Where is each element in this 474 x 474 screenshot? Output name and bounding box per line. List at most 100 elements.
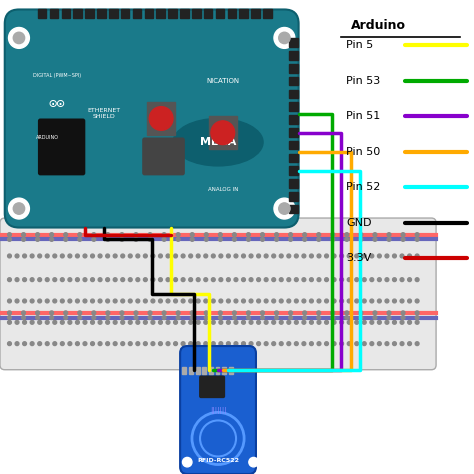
Circle shape	[264, 299, 268, 303]
Circle shape	[370, 342, 374, 346]
Circle shape	[377, 342, 381, 346]
Circle shape	[317, 311, 320, 315]
Circle shape	[22, 233, 26, 237]
Circle shape	[415, 342, 419, 346]
Circle shape	[249, 320, 253, 324]
Circle shape	[204, 316, 208, 319]
Circle shape	[151, 299, 155, 303]
Circle shape	[332, 299, 336, 303]
Circle shape	[30, 254, 34, 258]
Bar	[289, 115, 298, 124]
Circle shape	[64, 316, 68, 319]
Circle shape	[8, 278, 11, 282]
Circle shape	[196, 278, 200, 282]
Circle shape	[310, 254, 313, 258]
Circle shape	[400, 278, 404, 282]
Circle shape	[83, 254, 87, 258]
Circle shape	[340, 342, 344, 346]
Circle shape	[159, 320, 163, 324]
FancyBboxPatch shape	[180, 346, 256, 474]
Circle shape	[272, 278, 275, 282]
Circle shape	[249, 299, 253, 303]
Circle shape	[23, 278, 27, 282]
Circle shape	[166, 299, 170, 303]
Circle shape	[189, 254, 192, 258]
Circle shape	[173, 299, 177, 303]
Circle shape	[385, 254, 389, 258]
Circle shape	[331, 233, 335, 237]
Circle shape	[392, 278, 396, 282]
Text: DIGITAL (PWM~SPI): DIGITAL (PWM~SPI)	[33, 73, 81, 78]
Circle shape	[287, 254, 291, 258]
Circle shape	[22, 316, 26, 319]
Circle shape	[340, 320, 344, 324]
Circle shape	[303, 311, 307, 315]
Circle shape	[302, 299, 306, 303]
Circle shape	[134, 316, 138, 319]
Circle shape	[219, 254, 223, 258]
Circle shape	[68, 342, 72, 346]
Circle shape	[191, 316, 194, 319]
Circle shape	[370, 299, 374, 303]
Circle shape	[377, 320, 381, 324]
Circle shape	[91, 320, 94, 324]
Circle shape	[148, 237, 152, 241]
Text: Pin 50: Pin 50	[346, 146, 380, 157]
Circle shape	[38, 342, 42, 346]
Circle shape	[60, 320, 64, 324]
Circle shape	[134, 233, 138, 237]
Circle shape	[36, 237, 39, 241]
Circle shape	[232, 237, 236, 241]
Circle shape	[151, 254, 155, 258]
Circle shape	[173, 320, 177, 324]
Circle shape	[249, 342, 253, 346]
Circle shape	[151, 278, 155, 282]
Circle shape	[120, 311, 124, 315]
Circle shape	[242, 278, 246, 282]
Circle shape	[91, 254, 94, 258]
Circle shape	[53, 320, 57, 324]
Circle shape	[317, 237, 320, 241]
Circle shape	[75, 342, 79, 346]
Circle shape	[8, 237, 11, 241]
Circle shape	[257, 254, 261, 258]
FancyBboxPatch shape	[199, 375, 225, 398]
Circle shape	[325, 254, 328, 258]
Circle shape	[359, 237, 363, 241]
Circle shape	[98, 278, 102, 282]
Circle shape	[144, 342, 147, 346]
Circle shape	[181, 254, 185, 258]
Circle shape	[261, 311, 264, 315]
Circle shape	[189, 342, 192, 346]
Circle shape	[317, 320, 321, 324]
Circle shape	[387, 237, 391, 241]
Circle shape	[234, 320, 238, 324]
Circle shape	[8, 320, 11, 324]
Circle shape	[106, 342, 109, 346]
Circle shape	[196, 299, 200, 303]
Circle shape	[173, 342, 177, 346]
Circle shape	[211, 320, 215, 324]
Circle shape	[106, 254, 109, 258]
Circle shape	[249, 278, 253, 282]
Circle shape	[30, 342, 34, 346]
Circle shape	[325, 299, 328, 303]
Circle shape	[8, 316, 11, 319]
Circle shape	[23, 320, 27, 324]
Circle shape	[401, 233, 405, 237]
Circle shape	[120, 316, 124, 319]
Circle shape	[68, 320, 72, 324]
Circle shape	[332, 342, 336, 346]
Circle shape	[347, 320, 351, 324]
Circle shape	[78, 311, 82, 315]
Circle shape	[317, 316, 320, 319]
Circle shape	[211, 299, 215, 303]
Text: Pin 5: Pin 5	[346, 40, 373, 50]
Circle shape	[274, 233, 278, 237]
Circle shape	[92, 237, 96, 241]
Circle shape	[113, 320, 117, 324]
Circle shape	[92, 233, 96, 237]
Circle shape	[162, 233, 166, 237]
Circle shape	[373, 237, 377, 241]
Circle shape	[46, 320, 49, 324]
